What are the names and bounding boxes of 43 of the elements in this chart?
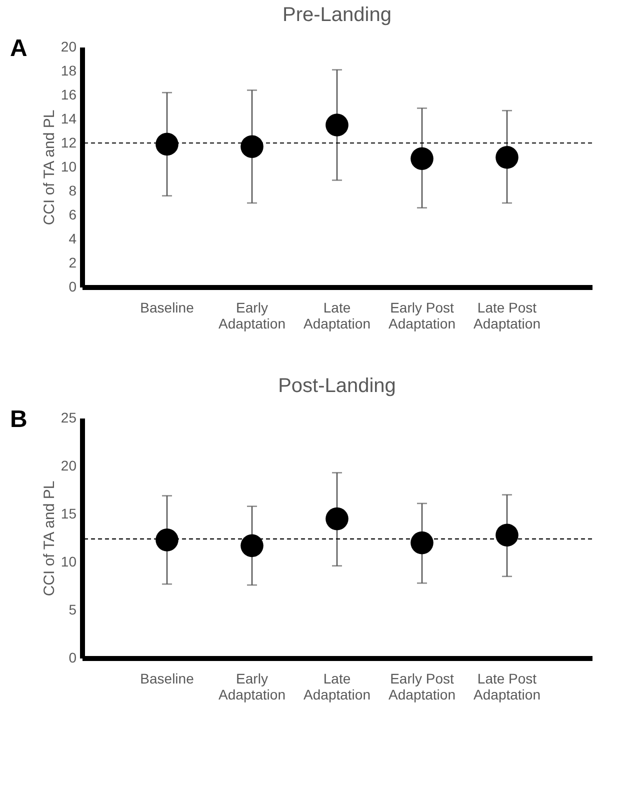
chart-title: Pre-Landing bbox=[282, 4, 392, 26]
y-axis-title: CCI of TA and PL bbox=[40, 110, 58, 226]
x-tick-label: Late Adaptation bbox=[304, 300, 370, 332]
text: A bbox=[10, 35, 28, 62]
y-tick-label: 12 bbox=[60, 134, 77, 150]
y-tick-label: 14 bbox=[60, 110, 77, 126]
y-tick-label: 20 bbox=[60, 38, 77, 54]
y-tick-label: 18 bbox=[60, 62, 77, 78]
y-tick-label: 20 bbox=[60, 458, 77, 474]
x-tick-label: Baseline bbox=[140, 670, 194, 686]
y-axis-title: CCI of TA and PL bbox=[40, 480, 58, 596]
point bbox=[496, 146, 518, 169]
x-tick-label: Early Post Adaptation bbox=[388, 670, 456, 702]
y-tick-label: 8 bbox=[68, 182, 77, 198]
point bbox=[410, 147, 434, 170]
point bbox=[156, 528, 178, 552]
x-tick-label: Late Post Adaptation bbox=[474, 300, 540, 332]
point bbox=[326, 507, 348, 530]
point bbox=[240, 135, 264, 158]
point bbox=[156, 132, 178, 156]
x-tick-label: Baseline bbox=[140, 300, 194, 316]
point bbox=[410, 531, 434, 554]
x-tick-label: Early Adaptation bbox=[218, 300, 286, 332]
y-tick-label: 6 bbox=[68, 206, 77, 222]
chart-title: Post-Landing bbox=[278, 375, 396, 397]
y-tick-label: 5 bbox=[68, 602, 77, 618]
x-tick-label: Late Adaptation bbox=[304, 670, 370, 702]
y-tick-label: 0 bbox=[68, 650, 77, 666]
x-tick-label: Early Adaptation bbox=[218, 670, 286, 702]
y-tick-label: 0 bbox=[68, 278, 77, 294]
y-tick-label: 10 bbox=[60, 554, 77, 570]
x-tick-label: Late Post Adaptation bbox=[474, 670, 540, 702]
point bbox=[240, 534, 264, 558]
y-tick-label: 15 bbox=[60, 506, 77, 522]
y-tick-label: 25 bbox=[60, 410, 77, 426]
text: B bbox=[10, 406, 28, 433]
point bbox=[326, 114, 348, 136]
x-tick-label: Early Post Adaptation bbox=[388, 300, 456, 332]
y-tick-label: 16 bbox=[60, 86, 77, 102]
y-tick-label: 4 bbox=[68, 230, 77, 246]
point bbox=[496, 524, 518, 546]
y-tick-label: 2 bbox=[68, 254, 77, 270]
y-tick-label: 10 bbox=[60, 158, 77, 174]
